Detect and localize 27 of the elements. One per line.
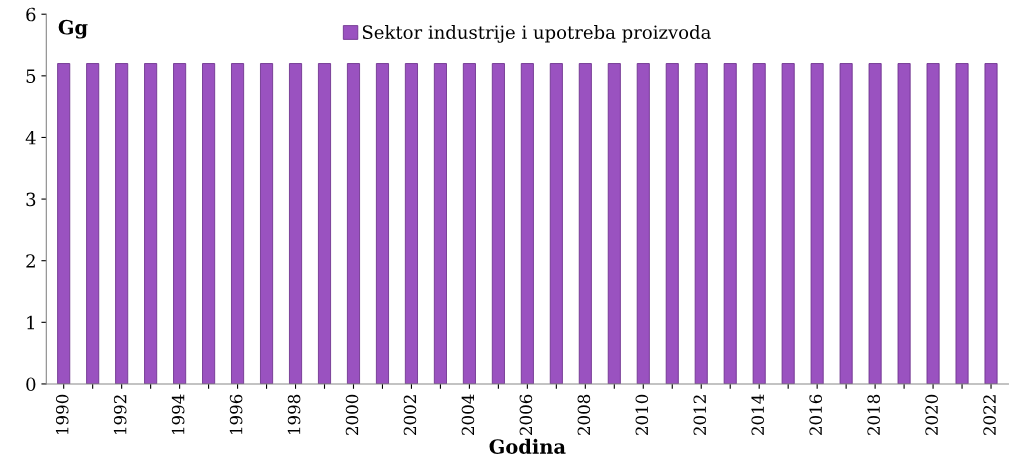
x-tick-label: 2010 [635,394,649,435]
x-tick-label: 1992 [113,395,127,435]
x-tick-label: 2020 [925,394,938,435]
x-tick-label: 2004 [461,394,475,435]
x-tick-label: 1994 [171,394,185,435]
y-tick-label: 2 [26,254,35,268]
x-axis-title: Godina [489,438,566,454]
x-tick-label: 1990 [55,394,69,435]
y-tick-label: 6 [26,7,36,22]
x-tick-label: 2012 [693,395,707,435]
x-tick-label: 2006 [519,394,533,435]
y-tick-label: 1 [27,315,35,330]
y-tick-label: 3 [26,192,36,207]
y-axis-title: Gg [58,19,88,39]
y-tick-label: 5 [26,69,36,83]
x-tick-label: 1998 [287,394,301,435]
x-tick-label: 2000 [345,394,359,435]
x-tick-label: 2014 [751,394,765,435]
x-tick-label: 2008 [577,394,591,435]
x-tick-label: 2018 [867,394,880,435]
x-tick-label: 2022 [983,395,996,435]
legend-label: Sektor industrije i upotreba proizvoda [362,25,711,43]
x-tick-label: 2002 [403,395,417,435]
x-tick-label: 2016 [809,394,822,435]
x-tick-label: 1996 [229,394,243,435]
y-tick-label: 0 [26,377,36,392]
y-tick-label: 4 [25,130,36,145]
